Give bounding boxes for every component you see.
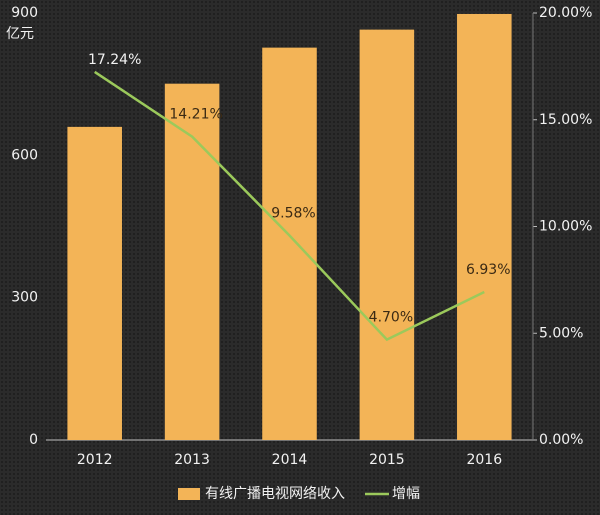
data-label: 4.70% [369, 310, 413, 326]
y2-tick-label: 10.00% [539, 219, 592, 235]
bar [164, 83, 220, 440]
legend-label: 有线广播电视网络收入 [205, 486, 345, 502]
y2-tick-label: 5.00% [539, 325, 583, 341]
y2-tick-label: 20.00% [539, 5, 592, 21]
data-label: 6.93% [466, 262, 510, 278]
y-tick-label: 300 [11, 290, 38, 306]
data-label: 9.58% [271, 205, 315, 221]
y-tick-label: 900 [11, 5, 38, 21]
y-tick-label: 0 [29, 432, 38, 448]
data-label: 14.21% [169, 107, 222, 123]
y2-tick-label: 15.00% [539, 112, 592, 128]
y-axis-unit: 亿元 [6, 26, 34, 42]
x-tick-label: 2015 [369, 452, 405, 468]
x-tick-label: 2013 [174, 452, 210, 468]
bar [262, 47, 317, 440]
y2-tick-label: 0.00% [539, 432, 583, 448]
legend-swatch [178, 488, 200, 500]
data-label: 17.24% [88, 52, 141, 68]
line [94, 70, 485, 342]
x-tick-label: 2014 [272, 452, 308, 468]
y-tick-label: 600 [11, 147, 38, 163]
legend-label: 增幅 [392, 486, 420, 502]
x-tick-label: 2016 [466, 452, 502, 468]
bar [457, 13, 512, 441]
x-tick-label: 2012 [77, 452, 113, 468]
bar [359, 29, 415, 440]
bar [67, 126, 122, 440]
